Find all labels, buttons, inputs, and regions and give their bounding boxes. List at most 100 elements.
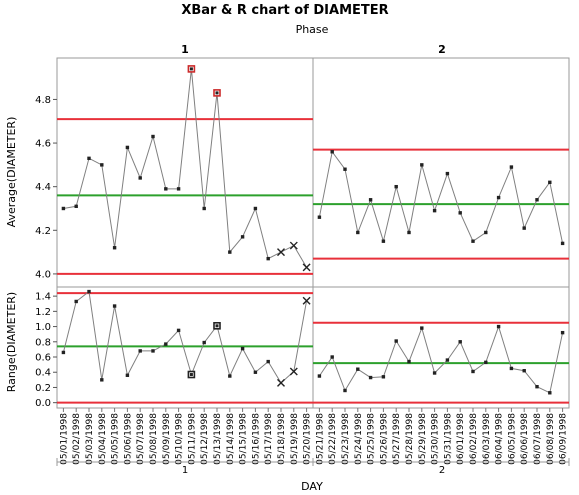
xbar-data-point — [61, 206, 66, 211]
range-data-point — [330, 355, 334, 359]
day-phase-1-label: 1 — [182, 465, 188, 476]
range-data-point — [266, 359, 270, 364]
xbar-data-point — [368, 198, 373, 202]
range-excluded-point — [277, 378, 285, 387]
x-tick-label: 05/20/1998 — [303, 413, 313, 465]
range-data-point — [100, 378, 104, 382]
xbar-tick-label: 4.0 — [35, 269, 51, 280]
x-tick-label: 05/06/1998 — [123, 413, 133, 465]
phase-header: Phase — [296, 23, 329, 36]
xbar-series-line — [63, 68, 308, 268]
xbar-data-point — [151, 134, 155, 139]
range-series-line — [62, 290, 308, 384]
xbar-data-point — [138, 176, 142, 180]
range-data-point — [381, 375, 386, 379]
xbar-data-point — [100, 163, 104, 167]
range-tick-label: 1.4 — [35, 292, 51, 303]
range-data-point — [202, 340, 206, 345]
xbar-data-point — [509, 165, 514, 169]
xbar-data-point — [407, 230, 411, 235]
day-phase-2-label: 2 — [439, 465, 445, 476]
xbar-tick-label: 4.2 — [35, 226, 51, 237]
range-flagged-point-core — [215, 324, 219, 328]
xbar-tick-label: 4.8 — [35, 95, 51, 106]
range-data-point — [535, 384, 539, 389]
x-tick-label: 05/13/1998 — [213, 413, 223, 465]
x-tick-label: 05/12/1998 — [200, 413, 210, 465]
phase-1-header: 1 — [181, 43, 189, 56]
phase-2-header: 2 — [438, 43, 446, 56]
x-marker-stroke — [277, 378, 285, 387]
xbar-data-point — [228, 250, 232, 254]
range-tick-label: 0.6 — [35, 353, 51, 364]
xbar-data-point — [560, 241, 565, 246]
range-data-point — [61, 350, 66, 355]
range-tick-label: 0.0 — [35, 398, 51, 409]
x-tick-label: 06/08/1998 — [546, 413, 556, 465]
range-tick-label: 0.8 — [35, 337, 51, 348]
x-tick-label: 05/31/1998 — [443, 413, 453, 465]
range-data-point — [138, 349, 142, 353]
range-tick-label: 1.2 — [35, 307, 51, 318]
xbar-data-point — [548, 180, 552, 185]
xbar-data-point — [420, 163, 424, 167]
x-tick-label: 05/10/1998 — [175, 413, 185, 465]
xbar-data-point — [164, 187, 168, 191]
range-data-point — [176, 328, 181, 333]
xbar-data-point — [484, 230, 488, 235]
x-tick-label: 05/15/1998 — [239, 413, 249, 465]
xbar-data-point — [125, 145, 130, 150]
range-excluded-point — [302, 296, 311, 305]
x-tick-label: 05/01/1998 — [59, 413, 69, 465]
range-data-point — [407, 359, 411, 364]
xbar-excluded-point — [277, 248, 285, 257]
x-tick-label: 06/03/1998 — [482, 413, 492, 465]
range-data-point — [432, 371, 437, 375]
range-series-line — [318, 325, 564, 394]
range-data-point — [420, 326, 424, 330]
range-data-point — [458, 340, 462, 344]
range-data-point — [445, 358, 450, 362]
x-tick-label: 05/09/1998 — [162, 413, 172, 465]
xbar-data-point — [202, 206, 206, 211]
x-tick-label: 05/22/1998 — [328, 413, 338, 465]
range-data-point — [548, 391, 552, 395]
xbar-excluded-point — [289, 241, 298, 250]
xbar-data-point — [535, 198, 539, 202]
xbar-axis-label: Average(DIAMETER) — [5, 117, 18, 228]
xbar-data-point — [445, 171, 450, 176]
xbar-data-point — [471, 239, 475, 243]
range-data-point — [509, 366, 514, 371]
xbar-data-point — [240, 235, 245, 239]
xbar-data-point — [176, 187, 181, 191]
x-tick-label: 05/17/1998 — [264, 413, 274, 465]
x-tick-label: 06/02/1998 — [469, 413, 479, 465]
range-data-point — [87, 289, 91, 294]
range-data-point — [471, 369, 475, 374]
plot-area: 4.0 4.2 4.4 4.6 4.8 0.0 0.2 0.4 0.6 0.8 1.0 1.2 1.4 0… — [35, 57, 570, 466]
range-data-point — [151, 349, 155, 353]
x-tick-label: 05/24/1998 — [354, 413, 364, 465]
xbar-data-point — [458, 211, 462, 215]
x-marker-stroke — [289, 241, 298, 250]
range-data-point — [484, 360, 488, 365]
range-axis-label: Range(DIAMETER) — [5, 292, 18, 392]
range-data-point — [368, 375, 373, 380]
x-tick-label: 05/25/1998 — [367, 413, 377, 465]
x-tick-label: 05/30/1998 — [431, 413, 441, 465]
xbar-data-point — [74, 204, 78, 209]
xbar-data-point — [394, 184, 398, 189]
x-tick-label: 05/03/1998 — [85, 413, 95, 465]
xbar-data-point — [496, 195, 501, 200]
xbar-data-point — [266, 256, 270, 261]
x-tick-label: 05/21/1998 — [315, 413, 325, 465]
range-data-point — [228, 374, 232, 378]
xbar-data-point — [343, 167, 347, 171]
xbar-flagged-point-core — [215, 91, 219, 95]
x-tick-label: 05/29/1998 — [418, 413, 428, 465]
xbar-data-point — [317, 215, 322, 219]
x-tick-label: 05/02/1998 — [72, 413, 82, 465]
range-excluded-point — [289, 367, 298, 376]
x-tick-label: 05/28/1998 — [405, 413, 415, 465]
x-tick-label: 05/27/1998 — [392, 413, 402, 465]
